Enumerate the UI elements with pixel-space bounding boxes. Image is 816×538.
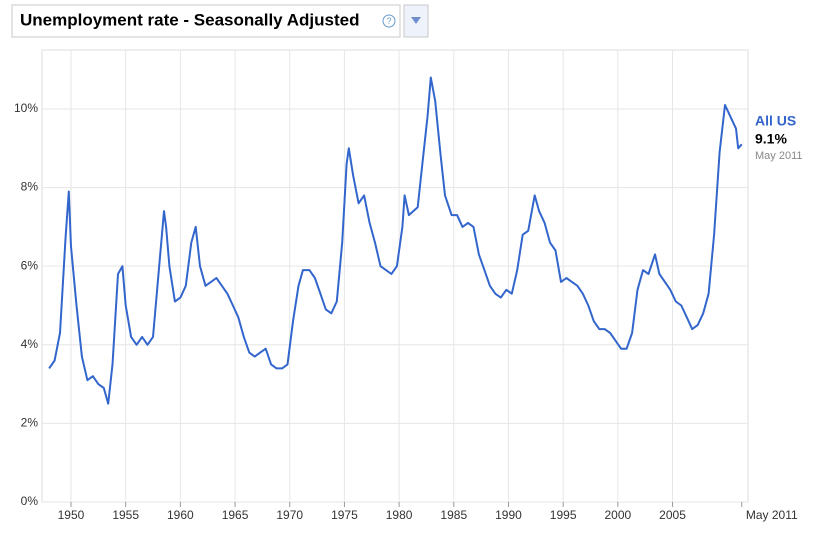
y-tick-label: 6%: [21, 258, 39, 272]
help-icon-glyph: ?: [386, 16, 391, 26]
title-box: [11, 4, 401, 38]
x-tick-label: 1960: [167, 508, 194, 522]
x-tick-label: 2005: [659, 508, 686, 522]
x-tick-label: May 2011: [746, 508, 798, 522]
y-tick-label: 2%: [21, 416, 39, 430]
x-tick-label: 1995: [550, 508, 577, 522]
x-tick-label: 1965: [222, 508, 249, 522]
x-tick-label: 1990: [495, 508, 522, 522]
y-tick-label: 4%: [21, 337, 39, 351]
x-tick-label: 2000: [604, 508, 631, 522]
dropdown-arrow: [411, 17, 421, 24]
series-line: [48, 76, 743, 405]
y-tick-label: 0%: [21, 494, 39, 508]
x-tick-label: 1980: [386, 508, 413, 522]
plot-area: 0% 2% 4% 6% 8% 10% 1950 1955 1960 1965 1970 1975 198…: [14, 49, 798, 522]
y-tick-label: 8%: [21, 180, 39, 194]
help-icon[interactable]: [382, 14, 396, 28]
x-tick-label: 1975: [331, 508, 358, 522]
legend-latest-date: May 2011: [755, 150, 803, 162]
x-tick-label: 1985: [440, 508, 467, 522]
x-tick-label: 1970: [276, 508, 303, 522]
legend-series-name[interactable]: All US: [755, 113, 796, 129]
legend-latest-value: 9.1%: [755, 131, 787, 147]
chart-title: Unemployment rate - Seasonally Adjusted: [20, 10, 359, 29]
y-tick-label: 10%: [14, 101, 38, 115]
x-tick-label: 1950: [58, 508, 85, 522]
x-tick-label: 1955: [112, 508, 139, 522]
